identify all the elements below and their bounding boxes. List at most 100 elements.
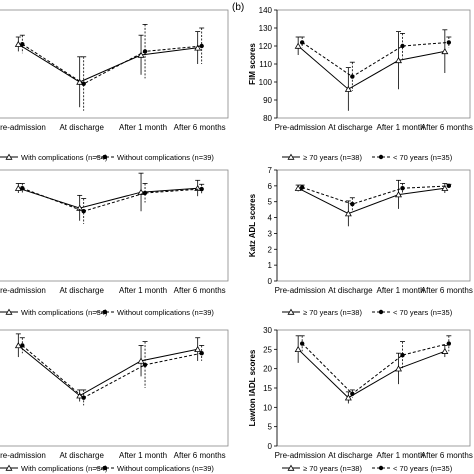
right-middle-y-tick-label: 1 [268, 261, 273, 270]
right-middle-y-tick-label: 5 [268, 198, 273, 207]
right-bottom-series-2-point [350, 391, 355, 396]
right-bottom-x-tick-label: After 6 months [421, 451, 473, 460]
left-bottom-series-1-point [194, 345, 202, 353]
right-top-legend-solid-marker [287, 153, 295, 160]
right-middle-y-tick-label: 7 [268, 166, 273, 175]
right-top-legend-dashed-marker [378, 154, 384, 160]
right-top-y-tick-label: 90 [263, 96, 272, 105]
right-bottom-legend-dashed-marker [378, 465, 384, 471]
right-middle-x-tick-label: At discharge [328, 286, 373, 295]
right-top-y-tick-label: 80 [263, 114, 272, 123]
left-bottom-series-2-point [199, 351, 204, 356]
right-top-series-1-point [441, 47, 449, 55]
right-bottom-y-tick-label: 5 [268, 423, 273, 432]
left-top-series-2-point [199, 43, 204, 49]
right-middle-y-tick-label: 6 [268, 182, 273, 191]
right-bottom-series-1-line [297, 348, 445, 399]
right-bottom-series-2-point [400, 352, 405, 358]
right-bottom-x-tick-label: At discharge [328, 451, 373, 460]
left-bottom-legend-dashed-marker [102, 465, 108, 471]
right-top-series-1-point [344, 85, 352, 92]
right-top-series-2-point [446, 40, 452, 45]
left-middle-x-tick-label: Pre-admission [0, 286, 46, 295]
left-top-legend-solid-label: With complications (n=34) [21, 153, 108, 162]
right-bottom-series-2-point [299, 341, 305, 346]
left-middle-x-tick-label: After 6 months [174, 286, 226, 295]
right-middle-y-tick-label: 0 [268, 277, 273, 286]
right-top-x-tick-label: After 6 months [421, 123, 473, 132]
left-bottom-x-tick-label: After 1 month [119, 451, 167, 460]
left-middle-legend-dashed-label: Without complications (n=39) [117, 308, 214, 317]
right-top-series-2-point [400, 43, 405, 49]
right-middle-series-2-point [350, 201, 355, 207]
left-middle-legend-solid-label: With complications (n=34) [21, 308, 108, 317]
right-middle-series-2-point [400, 186, 405, 191]
right-top-y-tick-label: 100 [259, 78, 273, 87]
right-top-y-tick-label: 110 [259, 60, 272, 69]
right-bottom-series-1-point [344, 394, 352, 401]
right-top-series-2-line [301, 41, 449, 78]
panel-label-b: (b) [232, 2, 244, 13]
right-top-series-2-point [299, 40, 305, 45]
left-top-series-2-point [81, 81, 86, 87]
left-top-series-1-line [18, 43, 198, 83]
left-bottom-x-tick-label: Pre-admission [0, 451, 46, 460]
left-bottom-legend-dashed-label: Without complications (n=39) [117, 464, 214, 473]
left-top-x-tick-label: At discharge [59, 123, 104, 132]
right-middle-plot-frame [276, 169, 471, 282]
left-top-legend-dashed-label: Without complications (n=39) [117, 153, 214, 162]
left-middle-series-2-point [142, 190, 148, 196]
right-bottom-legend-solid-marker [287, 464, 295, 471]
left-top-legend-solid-marker [5, 153, 13, 160]
right-bottom-series-2-point [446, 341, 452, 346]
left-middle-series-2-line [22, 187, 202, 212]
right-top-y-axis-label: FIM scores [248, 43, 257, 85]
left-middle-series-1-line [18, 187, 198, 209]
right-middle-series-1-point [395, 191, 403, 198]
left-top-series-1-point [76, 78, 84, 85]
right-top-x-tick-label: At discharge [328, 123, 373, 132]
right-top-y-tick-label: 140 [259, 6, 273, 15]
right-middle-legend-dashed-label: < 70 years (n=35) [393, 308, 453, 317]
right-middle-series-1-point [344, 210, 352, 217]
right-bottom-series-1-point [441, 347, 449, 354]
right-top-legend-solid-label: ≥ 70 years (n=38) [303, 153, 362, 162]
right-top-x-tick-label: Pre-admission [275, 123, 326, 132]
left-top-series-2-line [22, 43, 202, 85]
right-bottom-legend-dashed-label: < 70 years (n=35) [393, 464, 453, 473]
left-bottom-legend-solid-label: With complications (n=34) [21, 464, 108, 473]
right-top-series-2-point [350, 74, 355, 79]
right-bottom-series-2-line [301, 343, 449, 395]
right-middle-legend-solid-marker [287, 308, 295, 315]
left-top-series-1-point [137, 51, 145, 58]
right-top-legend-dashed-label: < 70 years (n=35) [393, 153, 453, 162]
right-middle-legend-solid-label: ≥ 70 years (n=38) [303, 308, 362, 317]
right-bottom-series-1-point [395, 365, 403, 372]
right-bottom-y-tick-label: 20 [263, 365, 272, 374]
right-middle-x-tick-label: After 1 month [377, 286, 425, 295]
left-bottom-series-2-point [20, 343, 25, 348]
left-bottom-series-1-point [14, 342, 22, 349]
right-top-x-tick-label: After 1 month [377, 123, 425, 132]
right-bottom-legend-solid-label: ≥ 70 years (n=38) [303, 464, 362, 473]
right-bottom-y-tick-label: 15 [263, 384, 272, 393]
right-middle-series-2-line [302, 185, 449, 205]
right-bottom-x-tick-label: After 1 month [377, 451, 425, 460]
right-middle-x-tick-label: After 6 months [421, 286, 473, 295]
left-bottom-x-tick-label: After 6 months [174, 451, 226, 460]
left-middle-legend-dashed-marker [102, 309, 108, 315]
left-middle-series-2-point [199, 186, 204, 192]
left-top-x-tick-label: After 6 months [174, 123, 226, 132]
left-top-plot-frame [0, 9, 229, 119]
left-bottom-series-2-line [21, 345, 202, 399]
right-middle-series-1-point [294, 184, 302, 191]
left-bottom-series-1-point [137, 357, 145, 364]
left-middle-series-1-point [14, 184, 22, 191]
left-bottom-legend-solid-marker [5, 464, 13, 471]
right-top-y-tick-label: 130 [259, 24, 273, 33]
left-middle-x-tick-label: At discharge [59, 286, 104, 295]
right-middle-x-tick-label: Pre-admission [275, 286, 326, 295]
right-bottom-y-tick-label: 30 [263, 326, 272, 335]
right-bottom-y-tick-label: 10 [263, 403, 272, 412]
